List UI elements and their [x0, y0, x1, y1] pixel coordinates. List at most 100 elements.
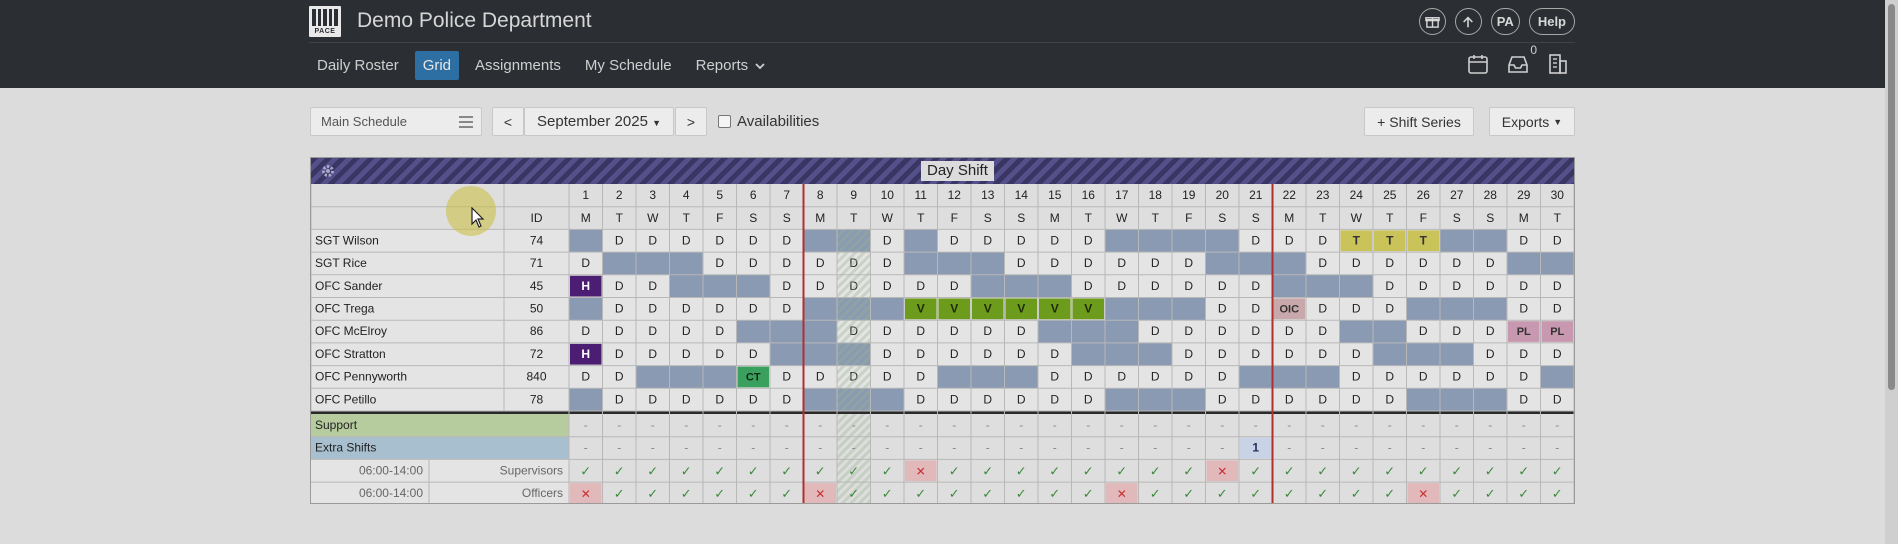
shift-cell[interactable] [1239, 274, 1273, 298]
shift-cell[interactable] [870, 342, 905, 366]
shift-cell[interactable] [1239, 388, 1273, 411]
shift-cell[interactable] [636, 342, 670, 366]
shift-cell[interactable] [1540, 274, 1575, 298]
shift-cell[interactable] [1306, 297, 1340, 321]
off-day-cell[interactable] [1205, 229, 1240, 253]
shift-cell[interactable] [971, 320, 1005, 343]
off-day-cell[interactable] [1105, 342, 1139, 366]
shift-cell[interactable] [1306, 229, 1340, 253]
off-day-cell[interactable] [1473, 388, 1508, 411]
off-day-cell[interactable] [1339, 274, 1374, 298]
shift-cell[interactable] [904, 365, 938, 389]
nav-daily-roster[interactable]: Daily Roster [317, 57, 399, 74]
shift-cell[interactable] [1038, 388, 1072, 411]
shift-cell[interactable] [1071, 274, 1106, 298]
off-day-cell[interactable] [971, 274, 1005, 298]
off-day-cell[interactable] [669, 274, 704, 298]
building-button[interactable] [1547, 53, 1573, 79]
shift-cell[interactable] [1373, 252, 1407, 275]
gift-button[interactable] [1418, 8, 1446, 35]
off-day-cell[interactable] [736, 320, 771, 343]
off-day-cell[interactable] [803, 229, 838, 253]
shift-cell[interactable] [1407, 230, 1440, 252]
shift-cell[interactable] [1273, 298, 1306, 320]
off-day-cell[interactable] [1440, 388, 1474, 411]
off-day-cell[interactable] [1540, 365, 1575, 389]
shift-cell[interactable] [1339, 342, 1374, 366]
shift-cell[interactable] [937, 342, 972, 366]
shift-cell[interactable] [669, 320, 704, 343]
off-day-cell[interactable] [904, 252, 938, 275]
schedule-select[interactable]: Main Schedule [310, 107, 482, 136]
shift-cell[interactable] [1306, 252, 1340, 275]
shift-cell[interactable] [1507, 229, 1541, 253]
off-day-cell[interactable] [1440, 297, 1474, 321]
off-day-cell[interactable] [1239, 252, 1273, 275]
off-day-cell[interactable] [1105, 320, 1139, 343]
shift-cell[interactable] [1004, 229, 1039, 253]
shift-cell[interactable] [1239, 320, 1273, 343]
off-day-cell[interactable] [1239, 365, 1273, 389]
shift-cell[interactable] [1373, 297, 1407, 321]
shift-cell[interactable] [1205, 342, 1240, 366]
shift-cell[interactable] [736, 252, 771, 275]
shift-cell[interactable] [770, 297, 804, 321]
shift-cell[interactable] [1205, 365, 1240, 389]
shift-cell[interactable] [703, 229, 737, 253]
shift-cell[interactable] [602, 320, 637, 343]
shift-cell[interactable] [1340, 230, 1373, 252]
off-day-cell[interactable] [1172, 229, 1206, 253]
nav-reports[interactable]: Reports [688, 51, 775, 80]
off-day-cell[interactable] [971, 365, 1005, 389]
shift-cell[interactable] [1172, 365, 1206, 389]
shift-cell[interactable] [1339, 297, 1374, 321]
shift-cell[interactable] [1039, 298, 1071, 320]
help-button[interactable]: Help [1528, 8, 1575, 35]
off-day-cell[interactable] [904, 229, 938, 253]
shift-cell[interactable] [636, 274, 670, 298]
shift-cell[interactable] [636, 388, 670, 411]
gear-icon[interactable] [320, 163, 336, 179]
shift-cell[interactable] [1507, 342, 1541, 366]
shift-cell[interactable] [870, 274, 905, 298]
employee-name[interactable]: OFC Sander [315, 279, 382, 293]
shift-cell[interactable] [1239, 229, 1273, 253]
shift-cell[interactable] [870, 320, 905, 343]
shift-cell[interactable] [1440, 320, 1474, 343]
shift-cell[interactable] [1239, 342, 1273, 366]
off-day-cell[interactable] [1138, 342, 1173, 366]
shift-cell[interactable] [1038, 365, 1072, 389]
shift-cell[interactable] [1374, 230, 1406, 252]
off-day-cell[interactable] [703, 274, 737, 298]
shift-cell[interactable] [1406, 274, 1441, 298]
off-day-cell[interactable] [1105, 297, 1139, 321]
shift-cell[interactable] [736, 388, 771, 411]
shift-cell[interactable] [703, 320, 737, 343]
off-day-cell[interactable] [602, 252, 637, 275]
off-day-cell[interactable] [1440, 229, 1474, 253]
shift-cell[interactable] [736, 342, 771, 366]
inbox-button[interactable]: 0 [1507, 43, 1537, 79]
shift-cell[interactable] [1373, 388, 1407, 411]
month-select[interactable]: September 2025 ▼ [524, 107, 674, 136]
shift-cell[interactable] [1306, 320, 1340, 343]
off-day-cell[interactable] [1105, 388, 1139, 411]
shift-cell[interactable] [1239, 297, 1273, 321]
shift-cell[interactable] [602, 297, 637, 321]
shift-cell[interactable] [1540, 229, 1575, 253]
employee-name[interactable]: OFC Stratton [315, 347, 386, 361]
shift-cell[interactable] [803, 252, 838, 275]
shift-cell[interactable] [1440, 252, 1474, 275]
shift-cell[interactable] [569, 252, 603, 275]
shift-cell[interactable] [1306, 388, 1340, 411]
shift-cell[interactable] [1507, 297, 1541, 321]
shift-cell[interactable] [703, 342, 737, 366]
scrollbar-thumb[interactable] [1888, 4, 1895, 390]
shift-cell[interactable] [1172, 342, 1206, 366]
off-day-cell[interactable] [1272, 365, 1307, 389]
off-day-cell[interactable] [1071, 320, 1106, 343]
shift-cell[interactable] [669, 388, 704, 411]
off-day-cell[interactable] [971, 252, 1005, 275]
shift-cell[interactable] [904, 388, 938, 411]
off-day-cell[interactable] [1071, 342, 1106, 366]
